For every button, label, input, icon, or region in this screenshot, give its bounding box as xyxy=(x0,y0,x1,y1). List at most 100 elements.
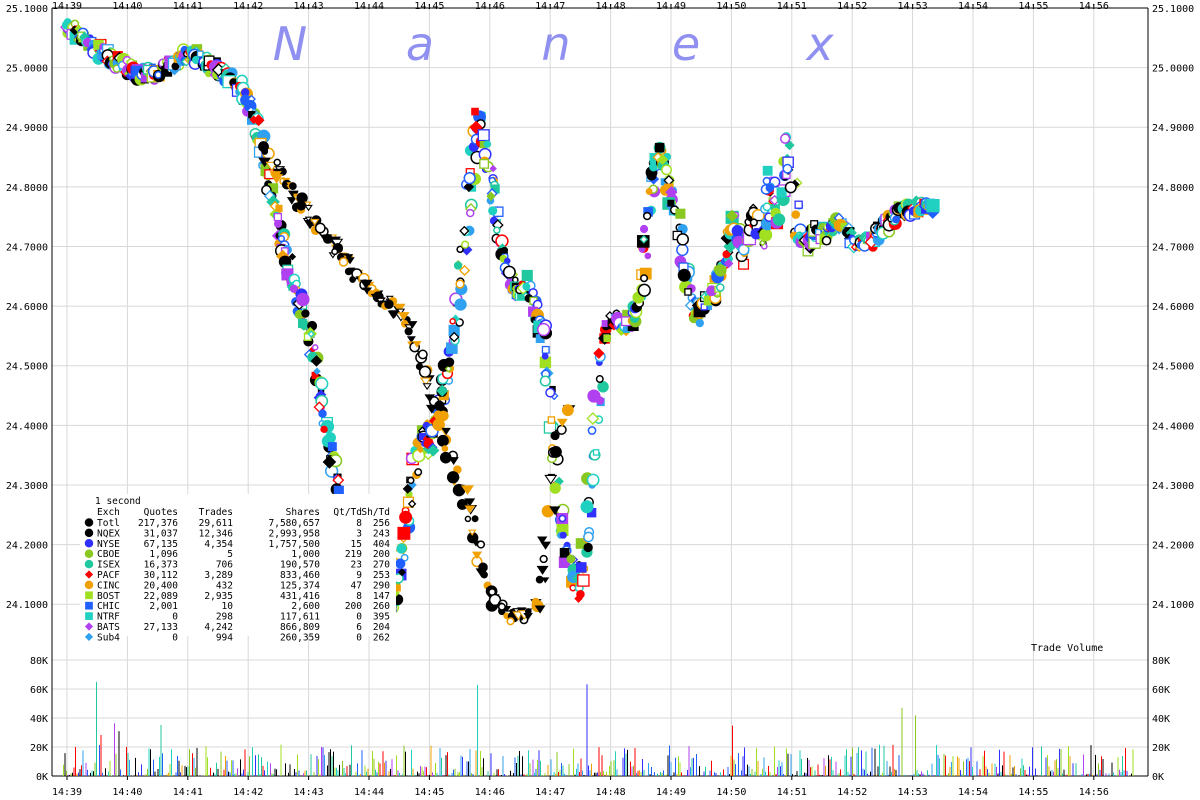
legend-header: Qt/Td xyxy=(333,507,362,518)
legend-cell: 219 xyxy=(345,549,362,560)
volume-tick-label-right: 60K xyxy=(1152,685,1170,696)
quote-marker xyxy=(731,224,744,237)
price-tick-label-left: 25.0000 xyxy=(6,64,48,75)
quote-marker xyxy=(791,210,801,219)
quote-marker xyxy=(493,226,501,234)
legend-cell: 1,757,500 xyxy=(269,539,321,550)
quote-marker xyxy=(154,71,163,79)
legend-cell: 2,935 xyxy=(204,591,233,602)
time-tick-label-bottom: 14:39 xyxy=(52,787,82,798)
quote-marker xyxy=(595,396,605,405)
legend-cell: 404 xyxy=(373,539,390,550)
price-tick-label-right: 24.3000 xyxy=(1152,481,1194,492)
time-axis-bottom: 14:39 14:40 14:41 14:42 14:43 14:44 14:45 14:46… xyxy=(52,787,1109,798)
time-tick-label-bottom: 14:44 xyxy=(354,787,384,798)
trade-marker xyxy=(461,485,474,496)
quote-marker xyxy=(288,252,297,261)
quote-marker xyxy=(576,562,587,573)
quote-marker xyxy=(586,473,600,487)
quote-marker xyxy=(399,510,413,524)
legend-cell: BATS xyxy=(97,622,120,633)
time-tick-label-top: 14:40 xyxy=(112,1,142,12)
time-tick-label-bottom: 14:47 xyxy=(535,787,565,798)
legend-marker xyxy=(84,570,94,579)
legend-cell: 290 xyxy=(373,580,390,591)
quote-marker xyxy=(640,274,649,283)
quote-marker xyxy=(821,235,832,246)
trade-marker xyxy=(406,336,416,343)
trade-marker xyxy=(273,158,282,167)
trade-marker xyxy=(396,308,406,316)
quote-marker xyxy=(676,233,690,246)
time-tick-label-top: 14:48 xyxy=(596,1,626,12)
legend-marker xyxy=(84,622,94,631)
time-tick-label-bottom: 14:48 xyxy=(596,787,626,798)
legend-cell: 200 xyxy=(345,601,362,612)
quote-marker xyxy=(676,243,689,257)
price-tick-label-right: 24.8000 xyxy=(1152,183,1194,194)
trade-marker xyxy=(438,410,449,422)
time-tick-label-bottom: 14:41 xyxy=(173,787,203,798)
quote-marker xyxy=(762,202,772,212)
legend-header: Sh/Td xyxy=(361,507,390,518)
trade-marker xyxy=(270,174,283,184)
quote-marker xyxy=(725,209,739,222)
legend-cell: 125,374 xyxy=(280,580,320,591)
legend-cell: 20,400 xyxy=(144,580,179,591)
time-tick-label-bottom: 14:40 xyxy=(112,787,142,798)
time-tick-label-bottom: 14:55 xyxy=(1018,787,1048,798)
legend-marker xyxy=(84,518,94,527)
price-tick-label-left: 24.9000 xyxy=(6,123,48,134)
quote-marker xyxy=(639,224,649,234)
legend-cell: 147 xyxy=(373,591,390,602)
trade-marker xyxy=(536,565,549,575)
quote-marker xyxy=(536,322,551,337)
price-tick-label-right: 24.4000 xyxy=(1152,421,1194,432)
time-tick-label-bottom: 14:45 xyxy=(414,787,444,798)
quote-marker xyxy=(574,594,583,603)
legend-marker xyxy=(85,591,93,600)
legend-cell: 8 xyxy=(356,518,362,529)
time-tick-label-top: 14:52 xyxy=(837,1,867,12)
price-tick-label-left: 24.7000 xyxy=(6,242,48,253)
watermark-letter: N xyxy=(273,17,307,71)
legend-cell: 15 xyxy=(351,539,362,550)
quote-marker xyxy=(749,218,758,227)
quote-marker xyxy=(311,344,319,351)
legend-cell: 23 xyxy=(351,560,362,571)
quote-marker xyxy=(784,181,797,194)
quote-marker xyxy=(521,269,533,282)
price-tick-label-right: 24.5000 xyxy=(1152,362,1194,373)
quote-marker xyxy=(722,250,731,259)
legend-header: Exch xyxy=(97,507,120,518)
legend-cell: 204 xyxy=(373,622,390,633)
quote-marker xyxy=(444,365,453,373)
quote-marker xyxy=(586,412,600,425)
quote-marker xyxy=(762,165,773,176)
volume-tick-label-left: 0K xyxy=(36,772,48,783)
legend-cell: 117,611 xyxy=(280,612,320,623)
legend-cell: 2,993,958 xyxy=(269,528,321,539)
quote-marker xyxy=(657,154,668,165)
quote-marker xyxy=(318,409,327,418)
legend-cell: 1,000 xyxy=(291,549,320,560)
legend-cell: 31,037 xyxy=(144,528,178,539)
trade-marker xyxy=(404,327,413,336)
time-tick-label-top: 14:47 xyxy=(535,1,565,12)
watermark-letter: x xyxy=(804,17,834,71)
quote-marker xyxy=(595,375,604,384)
legend-marker xyxy=(84,528,94,538)
trade-marker xyxy=(338,257,349,267)
trade-marker xyxy=(464,515,472,523)
trade-marker xyxy=(550,445,562,458)
trade-marker xyxy=(362,287,372,295)
trade-marker xyxy=(261,148,269,155)
time-tick-label-bottom: 14:50 xyxy=(716,787,746,798)
trade-marker xyxy=(540,541,551,550)
quote-marker xyxy=(667,199,675,207)
quote-marker xyxy=(583,542,593,553)
quote-marker xyxy=(580,500,594,514)
quote-marker xyxy=(396,543,407,554)
price-tick-label-left: 24.6000 xyxy=(6,302,48,313)
